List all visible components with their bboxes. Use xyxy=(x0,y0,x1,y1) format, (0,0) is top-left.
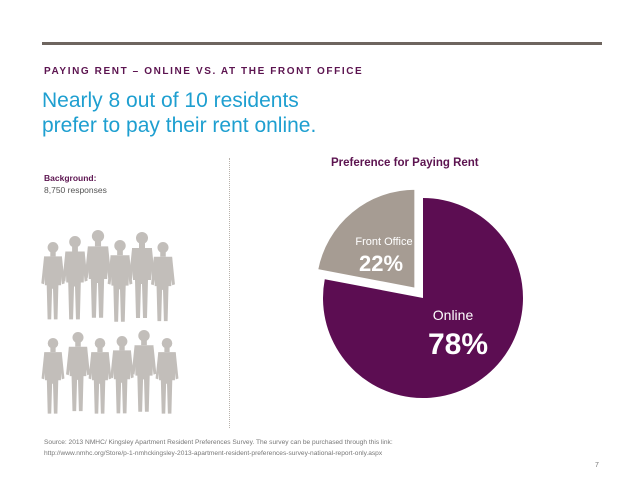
person-silhouette xyxy=(131,330,157,412)
person-silhouette xyxy=(41,338,65,414)
person-silhouette xyxy=(129,232,155,318)
person-silhouette xyxy=(107,240,133,322)
person-silhouette xyxy=(84,230,112,318)
page-number: 7 xyxy=(595,462,599,469)
front-office-label: Front Office xyxy=(355,236,412,248)
headline-line-2: prefer to pay their rent online. xyxy=(42,114,317,137)
people-silhouettes-illustration xyxy=(41,230,179,414)
dotted-divider xyxy=(229,158,230,428)
person-silhouette xyxy=(110,336,134,414)
source-line-2: http://www.nmhc.org/Store/p-1-nmhckingsl… xyxy=(44,450,383,457)
source-note: Source: 2013 NMHC/ Kingsley Apartment Re… xyxy=(44,437,393,459)
page-headline: Nearly 8 out of 10 residents prefer to p… xyxy=(42,88,402,138)
person-silhouette xyxy=(62,236,88,320)
person-silhouette xyxy=(155,338,179,414)
pie-slice-online xyxy=(323,198,523,399)
background-value: 8,750 responses xyxy=(44,185,107,195)
pie-slice-front-office xyxy=(315,187,417,290)
front-office-value-label: 22% xyxy=(359,251,403,276)
section-kicker: PAYING RENT – ONLINE VS. AT THE FRONT OF… xyxy=(44,66,364,77)
top-rule xyxy=(42,42,602,45)
headline-line-1: Nearly 8 out of 10 residents xyxy=(42,89,299,112)
pie-chart: Front Office 22% Online 78% xyxy=(315,187,523,399)
online-label: Online xyxy=(433,307,474,323)
background-label: Background: xyxy=(44,173,97,183)
person-silhouette xyxy=(66,332,90,412)
person-silhouette xyxy=(151,242,175,322)
source-line-1: Source: 2013 NMHC/ Kingsley Apartment Re… xyxy=(44,439,393,446)
online-value-label: 78% xyxy=(428,328,488,361)
chart-title: Preference for Paying Rent xyxy=(331,157,479,169)
person-silhouette xyxy=(41,242,65,320)
person-silhouette xyxy=(88,338,112,414)
